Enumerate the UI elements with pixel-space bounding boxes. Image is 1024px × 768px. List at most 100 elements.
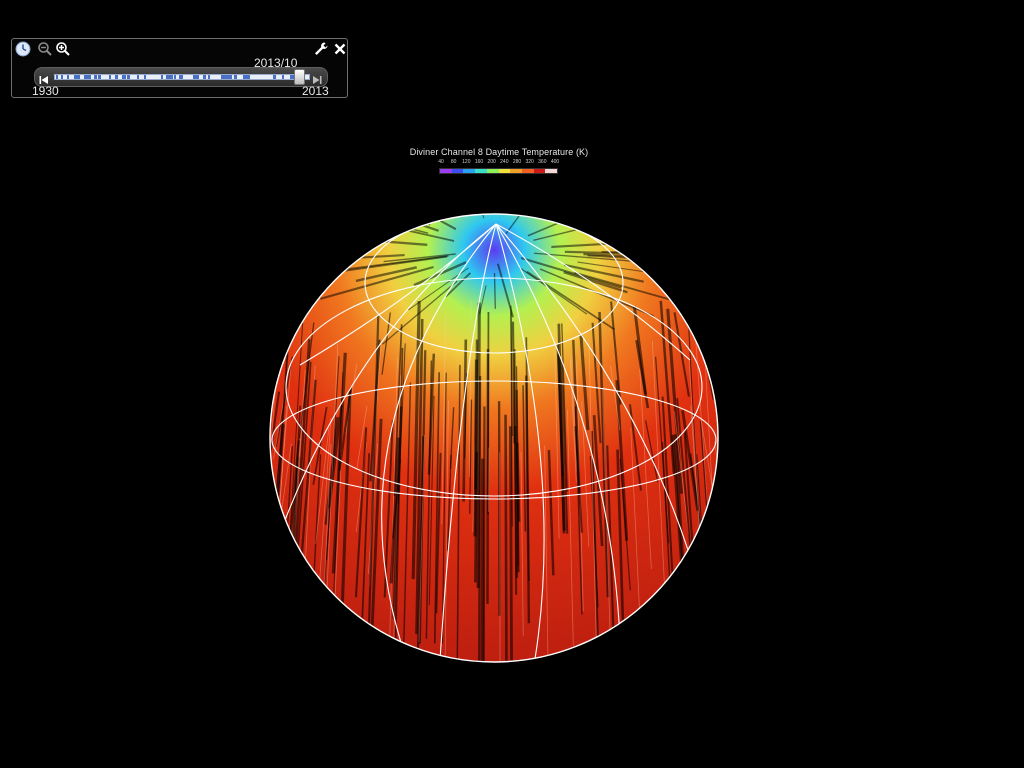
legend-ticks: 40 80 120 160 200 240 280 320 360 400 — [380, 159, 618, 168]
swath-streak — [369, 339, 381, 482]
timeline-data-tick — [166, 75, 169, 79]
polar-streak — [493, 272, 496, 309]
swath-streak — [435, 452, 442, 614]
grid-line — [495, 223, 621, 641]
timeline-data-tick — [137, 75, 139, 79]
timeline-data-tick — [122, 75, 125, 79]
timeline-slider-handle[interactable] — [293, 69, 305, 85]
swath-streak — [676, 398, 693, 566]
swath-streak — [666, 308, 684, 494]
legend-tick-label: 200 — [487, 159, 496, 165]
legend-tick-label: 360 — [538, 159, 547, 165]
legend-tick-label: 120 — [462, 159, 471, 165]
swath-streak — [482, 406, 486, 662]
swath-streak — [560, 361, 569, 534]
zoom-out-icon[interactable] — [37, 41, 53, 57]
swath-streak — [323, 417, 337, 597]
swath-streak — [456, 364, 461, 662]
polar-streak — [563, 270, 628, 294]
grid-line — [495, 223, 691, 361]
legend-color-swatch — [510, 169, 522, 173]
swath-streak — [270, 337, 274, 434]
timeline-data-tick — [208, 75, 210, 79]
timeline-data-tick — [56, 75, 58, 79]
swath-streak — [598, 311, 610, 598]
polar-streak — [378, 214, 440, 232]
grid-line — [381, 223, 497, 656]
polar-streak — [308, 214, 431, 225]
start-year-label: 1930 — [32, 84, 59, 98]
timeline-bar[interactable] — [54, 74, 310, 80]
timeline-data-tick — [195, 75, 197, 79]
timeline-data-tick — [227, 75, 230, 79]
timeline-data-tick — [179, 75, 181, 79]
legend-tick-label: 240 — [500, 159, 509, 165]
grid-line — [439, 223, 497, 661]
swath-streak — [315, 427, 330, 544]
swath-streak — [673, 411, 690, 535]
timeline-data-tick — [229, 75, 232, 79]
timeline-data-tick — [290, 75, 293, 79]
swath-streak — [415, 318, 424, 635]
swath-streak — [473, 359, 478, 537]
swath-streak — [449, 407, 455, 470]
grid-line — [364, 214, 624, 354]
swath-streak — [476, 302, 481, 589]
close-icon[interactable] — [332, 41, 348, 57]
grid-line — [271, 380, 717, 500]
swath-streak — [610, 365, 621, 431]
swath-streak — [446, 454, 452, 552]
polar-streak — [381, 280, 458, 345]
polar-streak — [291, 214, 429, 234]
skip-to-end-icon[interactable] — [312, 72, 322, 84]
legend-color-bar — [439, 168, 558, 174]
timeline-data-tick — [161, 75, 163, 79]
polar-streak — [496, 263, 514, 318]
swath-streak — [615, 380, 629, 541]
wrench-icon[interactable] — [313, 41, 329, 57]
lat-lon-grid — [271, 214, 717, 661]
timeline-data-tick — [204, 75, 206, 79]
timeline-data-tick — [170, 75, 173, 79]
swath-streak — [403, 382, 412, 645]
timeline-data-tick — [89, 75, 91, 79]
timeline-data-tick — [94, 75, 97, 79]
legend-title: Diviner Channel 8 Daytime Temperature (K… — [409, 147, 589, 157]
swath-streak — [312, 406, 328, 485]
swath-streak — [574, 426, 583, 533]
swath-streak — [553, 321, 560, 539]
swath-streak — [480, 458, 485, 662]
timeline-data-tick — [115, 75, 118, 79]
skip-to-start-icon[interactable] — [39, 72, 49, 84]
legend-color-swatch — [486, 169, 499, 173]
grid-line — [495, 223, 545, 660]
swath-streak — [433, 372, 440, 644]
swath-streak — [504, 414, 508, 662]
swath-streak — [317, 443, 332, 662]
clock-icon[interactable] — [15, 41, 31, 57]
timeline-data-tick — [197, 75, 199, 79]
swath-streak — [525, 375, 531, 624]
legend-tick-label: 80 — [450, 159, 457, 165]
legend-tick-label: 320 — [525, 159, 534, 165]
current-date-label: 2013/10 — [254, 56, 298, 70]
swath-streak — [639, 369, 652, 570]
polar-streak — [518, 266, 588, 315]
timeline-data-tick — [234, 75, 237, 79]
swath-streak — [581, 401, 590, 547]
swath-streak — [567, 409, 574, 646]
zoom-in-icon[interactable] — [55, 41, 71, 57]
timeline-data-tick — [86, 75, 89, 79]
legend-color-swatch — [533, 169, 546, 173]
legend-color-swatch — [498, 169, 511, 173]
swath-streak — [317, 418, 332, 606]
timeline-data-tick — [225, 75, 227, 79]
legend-color-swatch — [475, 169, 487, 173]
swath-streak — [645, 420, 659, 483]
swath-streak — [513, 425, 519, 578]
polar-streak — [355, 214, 431, 226]
polar-streak — [320, 214, 421, 227]
legend-color-swatch — [545, 169, 558, 173]
swath-streak — [416, 436, 425, 662]
